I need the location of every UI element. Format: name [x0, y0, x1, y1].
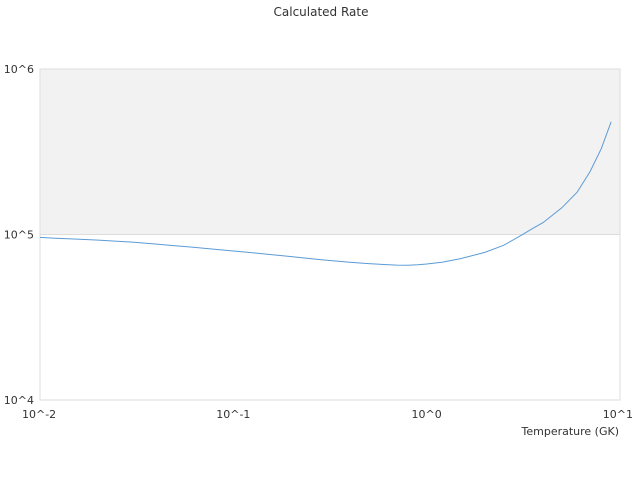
data-point: [542, 221, 545, 224]
data-point: [530, 227, 533, 230]
data-point: [395, 264, 398, 267]
data-point: [174, 244, 177, 247]
data-point: [560, 206, 563, 209]
data-point: [115, 240, 118, 243]
data-point: [367, 262, 370, 265]
x-tick-label: 10^1: [603, 408, 633, 421]
x-axis-label: Temperature (GK): [521, 425, 620, 438]
shaded-band: [40, 69, 620, 235]
y-tick-label: 10^4: [4, 394, 34, 407]
data-point: [309, 257, 312, 260]
data-point: [483, 251, 486, 254]
data-point: [97, 239, 100, 242]
data-point: [600, 147, 603, 150]
data-point: [459, 257, 462, 260]
data-point: [576, 191, 579, 194]
data-point: [290, 255, 293, 258]
x-axis-ticks: 10^-2 10^-1 10^0 10^1: [22, 408, 633, 421]
data-point: [517, 235, 520, 238]
data-point: [232, 249, 235, 252]
series-line: [39, 121, 612, 266]
y-axis-ticks: 10^4 10^5 10^6: [4, 63, 34, 407]
x-tick-label: 10^-2: [22, 408, 56, 421]
data-point: [440, 261, 443, 264]
x-tick-label: 10^0: [412, 408, 442, 421]
data-point: [247, 251, 250, 254]
data-point: [213, 248, 216, 251]
data-point: [610, 120, 613, 123]
y-tick-label: 10^5: [4, 229, 34, 242]
data-point: [416, 263, 419, 266]
data-point: [54, 237, 57, 240]
data-point: [39, 236, 42, 239]
data-point: [131, 241, 134, 244]
data-point: [406, 264, 409, 267]
x-tick-label: 10^-1: [216, 408, 250, 421]
data-point: [502, 244, 505, 247]
data-point: [382, 263, 385, 266]
y-tick-label: 10^6: [4, 63, 34, 76]
data-point: [155, 243, 158, 246]
data-point: [589, 170, 592, 173]
data-point: [189, 246, 192, 249]
data-point: [266, 253, 269, 256]
data-point: [425, 263, 428, 266]
data-point: [73, 237, 76, 240]
data-point: [324, 259, 327, 262]
chart-title: Calculated Rate: [274, 5, 369, 19]
plot-area: [39, 68, 621, 401]
data-point: [348, 261, 351, 264]
